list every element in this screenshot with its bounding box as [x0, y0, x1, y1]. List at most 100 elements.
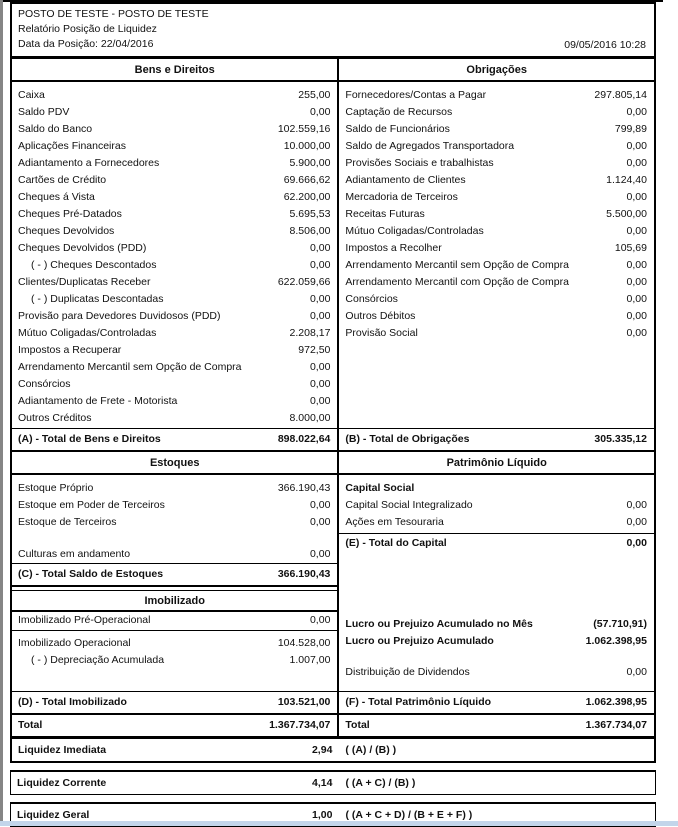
section-total-a-value: 898.022,64	[277, 433, 331, 445]
line-item-label: ( - ) Cheques Descontados	[31, 259, 157, 271]
line-item: Mútuo Coligadas/Controladas 0,00	[339, 223, 654, 240]
line-item-label: Cheques Devolvidos	[18, 225, 115, 237]
line-item-value: 297.805,14	[594, 89, 647, 101]
line-item-value: 5.900,00	[289, 157, 331, 169]
line-item-label: Fornecedores/Contas a Pagar	[345, 89, 487, 101]
liquidity-geral-formula: ( (A + C + D) / (B + E + F) )	[345, 809, 473, 821]
report-title: Relatório Posição de Liquidez	[18, 23, 157, 35]
line-item-value: 8.506,00	[289, 225, 331, 237]
line-item: Lucro ou Prejuizo Acumulado no Mês (57.7…	[339, 616, 654, 633]
line-item-label: Provisão Social	[345, 327, 418, 339]
line-item: Arrendamento Mercantil sem Opção de Comp…	[12, 359, 337, 376]
line-item-label: Adiantamento de Clientes	[345, 174, 466, 186]
line-item: Impostos a Recuperar 972,50	[12, 342, 337, 359]
line-item: Capital Social	[339, 480, 654, 497]
line-item: Fornecedores/Contas a Pagar 297.805,14	[339, 87, 654, 104]
liquidity-imediata-label: Liquidez Imediata	[18, 744, 107, 756]
section-title-patrimonio-liquido: Patrimônio Líquido	[446, 457, 547, 469]
line-item-value: 0,00	[309, 361, 331, 373]
line-item-label: Distribuição de Dividendos	[345, 666, 470, 678]
liquidity-corrente-label: Liquidez Corrente	[17, 777, 107, 789]
line-item-label: Arrendamento Mercantil sem Opção de Comp…	[345, 259, 569, 271]
section-total-b: (B) - Total de Obrigações 305.335,12	[339, 428, 654, 450]
line-item-label: Estoque em Poder de Terceiros	[18, 499, 165, 511]
line-item: Adiantamento de Clientes 1.124,40	[339, 172, 654, 189]
line-item-value: 0,00	[626, 140, 647, 152]
line-item: Caixa 255,00	[12, 87, 337, 104]
line-item-value: 62.200,00	[283, 191, 331, 203]
line-item-label: Imobilizado Operacional	[18, 637, 131, 649]
window-bottom-strip	[0, 821, 678, 826]
line-item-value: 0,00	[309, 310, 331, 322]
liquidity-geral-value: 1,00	[312, 809, 333, 821]
bens-direitos-column: Caixa 255,00 Saldo PDV 0,00 Saldo do Ban…	[12, 82, 340, 450]
line-item-value: 0,00	[626, 537, 647, 549]
line-item-label: Culturas em andamento	[18, 548, 131, 560]
line-item-value: (57.710,91)	[593, 618, 647, 630]
line-item-value: 0,00	[309, 548, 331, 560]
line-item-label: Adiantamento de Frete - Motorista	[18, 395, 178, 407]
line-item: Captação de Recursos 0,00	[339, 104, 654, 121]
line-item: Lucro ou Prejuizo Acumulado 1.062.398,95	[339, 633, 654, 650]
section-total-c: (C) - Total Saldo de Estoques 366.190,43	[12, 563, 338, 587]
section-title-estoques: Estoques	[12, 452, 340, 473]
line-item-value: 0,00	[626, 327, 647, 339]
liquidity-corrente-value: 4,14	[312, 777, 333, 789]
line-item-label: Impostos a Recuperar	[18, 344, 122, 356]
line-item-value: 0,00	[626, 293, 647, 305]
line-item-value: 105,69	[614, 242, 647, 254]
line-item-label: ( - ) Depreciação Acumulada	[31, 654, 165, 666]
window-top-border	[3, 0, 663, 2]
line-item-value: 0,00	[309, 106, 331, 118]
line-item-label: Ações em Tesouraria	[345, 516, 444, 528]
line-item-label: Saldo do Banco	[18, 123, 93, 135]
section-total-f-value: 1.062.398,95	[585, 696, 647, 708]
grand-total-row: Total 1.367.734,07 Total 1.367.734,07	[12, 713, 654, 739]
section-total-d-value: 103.521,00	[277, 696, 331, 708]
line-item-label: Aplicações Financeiras	[18, 140, 126, 152]
line-item-label: Saldo PDV	[18, 106, 70, 118]
section-total-f-label: (F) - Total Patrimônio Líquido	[345, 696, 492, 708]
line-item: Ações em Tesouraria 0,00	[339, 514, 654, 531]
line-item: ( - ) Depreciação Acumulada 1.007,00	[12, 652, 337, 669]
liquidity-imediata-formula: ( (A) / (B) )	[345, 744, 397, 756]
grand-total-left-value: 1.367.734,07	[269, 719, 331, 731]
line-item-label: Receitas Futuras	[345, 208, 425, 220]
line-item: Imobilizado Operacional 104.528,00	[12, 635, 337, 652]
line-item: Capital Social Integralizado 0,00	[339, 497, 654, 514]
line-item-label: Captação de Recursos	[345, 106, 453, 118]
line-item-label: Lucro ou Prejuizo Acumulado no Mês	[345, 618, 533, 630]
line-item-value: 0,00	[309, 259, 331, 271]
line-item: Cheques á Vista 62.200,00	[12, 189, 337, 206]
line-item-label: Arrendamento Mercantil com Opção de Comp…	[345, 276, 569, 288]
line-item: Impostos a Recolher 105,69	[339, 240, 654, 257]
line-item: Receitas Futuras 5.500,00	[339, 206, 654, 223]
line-item-label: Adiantamento a Fornecedores	[18, 157, 160, 169]
line-item-value: 0,00	[626, 310, 647, 322]
line-item-label: Clientes/Duplicatas Receber	[18, 276, 151, 288]
line-item-value: 2.208,17	[289, 327, 331, 339]
line-item: Cheques Pré-Datados 5.695,53	[12, 206, 337, 223]
line-item: ( - ) Duplicatas Descontadas 0,00	[12, 291, 337, 308]
grand-total-left-label: Total	[18, 719, 43, 731]
line-item-value: 0,00	[309, 293, 331, 305]
line-item-value: 5.500,00	[606, 208, 647, 220]
line-item-label: Capital Social	[345, 482, 415, 494]
line-item-value: 0,00	[309, 516, 331, 528]
obrigacoes-column: Fornecedores/Contas a Pagar 297.805,14 C…	[339, 82, 654, 450]
line-item: Distribuição de Dividendos 0,00	[339, 664, 654, 681]
line-item-value: 104.528,00	[277, 637, 331, 649]
line-item-label: Lucro ou Prejuizo Acumulado	[345, 635, 494, 647]
line-item: Imobilizado Pré-Operacional 0,00	[12, 612, 338, 631]
section-title-bens-direitos: Bens e Direitos	[12, 59, 340, 80]
line-item-label: Outros Créditos	[18, 412, 92, 424]
section-title-obrigacoes: Obrigações	[466, 64, 527, 76]
line-item-label: Mútuo Coligadas/Controladas	[345, 225, 484, 237]
line-item-label: Provisões Sociais e trabalhistas	[345, 157, 494, 169]
line-item-label: Arrendamento Mercantil sem Opção de Comp…	[18, 361, 242, 373]
section-total-d-label: (D) - Total Imobilizado	[18, 696, 127, 708]
section-total-d: (D) - Total Imobilizado 103.521,00	[12, 691, 338, 713]
line-item-value: 622.059,66	[277, 276, 331, 288]
line-item-value: 0,00	[626, 191, 647, 203]
line-item: Consórcios 0,00	[339, 291, 654, 308]
